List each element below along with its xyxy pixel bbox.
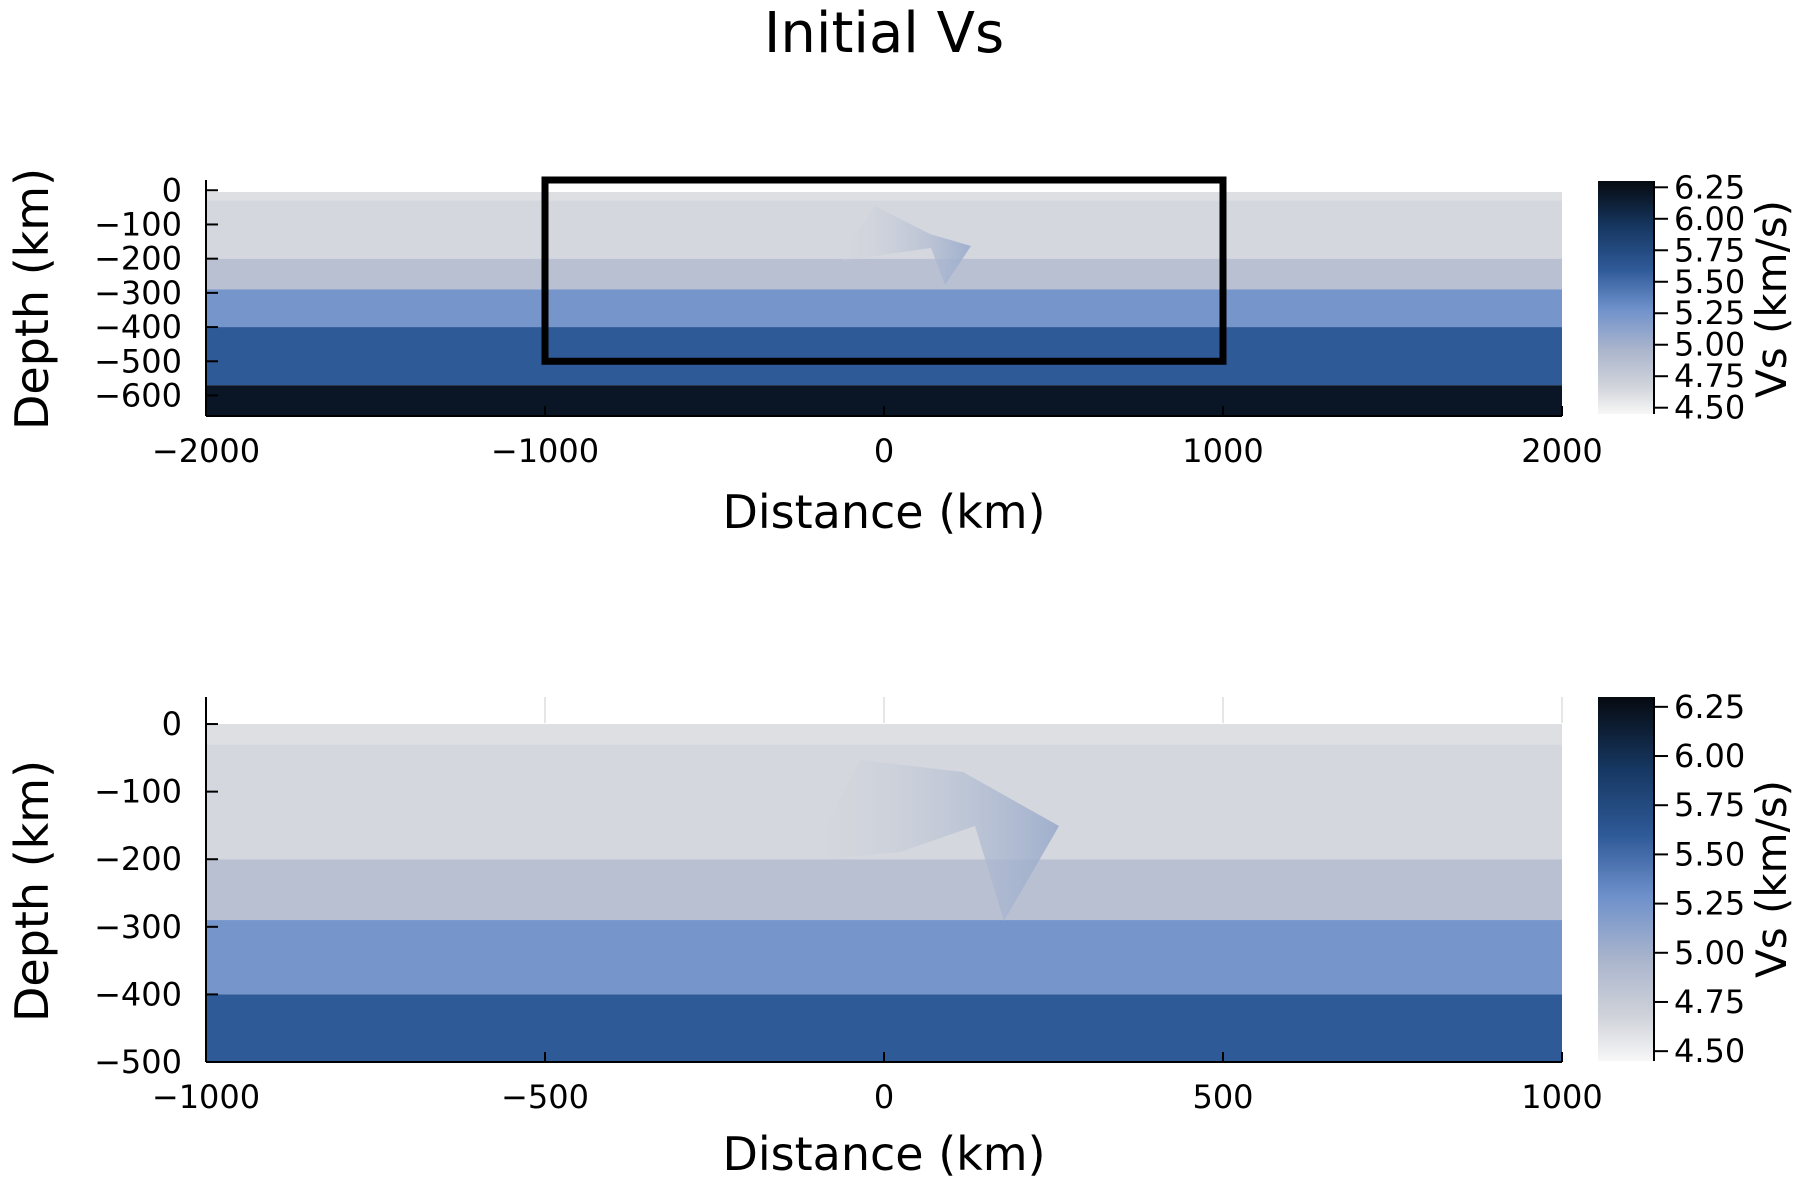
y-tick-label: −100 (94, 205, 182, 243)
y-tick-label: −500 (94, 342, 182, 380)
x-tick-label: −1000 (152, 1078, 260, 1116)
y-tick-label: −300 (94, 908, 182, 946)
x-tick-label: −2000 (152, 432, 260, 470)
grid-lines (205, 697, 1563, 724)
slab-wedge (842, 206, 971, 285)
y-tick-label: −100 (94, 773, 182, 811)
colorbar-tick-label: 5.00 (1674, 326, 1745, 364)
slab-anomaly (842, 206, 971, 285)
colorbar-tick-label: 4.50 (1674, 1032, 1745, 1070)
velocity-layer (206, 920, 1562, 995)
velocity-layer (206, 724, 1562, 745)
colorbar-tick-label: 5.75 (1674, 786, 1745, 824)
velocity-layer (206, 327, 1562, 386)
y-axis-label: Depth (km) (5, 760, 59, 1022)
x-axis-label: Distance (km) (722, 485, 1045, 539)
colorbar-label: Vs (km/s) (1747, 780, 1796, 978)
colorbar-ticks: 6.25 6.00 5.75 5.50 5.25 5.00 4.75 4.50 (1653, 688, 1745, 1070)
panel-1: −2000 −1000 0 1000 20000−100−200−300−400−500… (5, 168, 1796, 539)
y-tick-label: −600 (94, 376, 182, 414)
figure-title: Initial Vs (764, 1, 1004, 66)
slab-wedge (808, 760, 1059, 921)
velocity-layer (206, 289, 1562, 328)
colorbar-tick-label: 4.75 (1674, 357, 1745, 395)
colorbar-tick-label: 5.75 (1674, 231, 1745, 269)
colorbar-tick-label: 6.00 (1674, 200, 1745, 238)
colorbar-tick-label: 5.00 (1674, 934, 1745, 972)
colorbar: 6.25 6.00 5.75 5.50 5.25 5.00 4.75 4.50 Vs (km/… (1598, 688, 1796, 1070)
colorbar-tick-label: 5.50 (1674, 263, 1745, 301)
colorbar-tick-label: 4.50 (1674, 389, 1745, 427)
colorbar: 6.256.005.755.505.255.004.754.50 Vs (km/… (1598, 168, 1796, 427)
colorbar-gradient (1598, 697, 1654, 1061)
colorbar-ticks: 6.256.005.755.505.255.004.754.50 (1653, 168, 1745, 427)
colorbar-tick-label: 6.00 (1674, 737, 1745, 775)
y-tick-label: 0 (162, 705, 182, 743)
x-tick-label: 0 (874, 432, 894, 470)
colorbar-tick-label: 6.25 (1674, 168, 1745, 206)
colorbar-tick-label: 4.75 (1674, 983, 1745, 1021)
colorbar-gradient (1598, 181, 1654, 414)
x-tick-label: 1000 (1521, 1078, 1602, 1116)
slab-anomaly (808, 760, 1059, 921)
x-axis-label: Distance (km) (722, 1127, 1045, 1181)
velocity-layer (206, 258, 1562, 290)
y-tick-label: −300 (94, 274, 182, 312)
axes: −2000 −1000 0 1000 20000−100−200−300−400−500… (94, 171, 1603, 470)
colorbar-tick-label: 5.25 (1674, 294, 1745, 332)
y-tick-label: −200 (94, 840, 182, 878)
colorbar-tick-label: 5.50 (1674, 835, 1745, 873)
velocity-layer (206, 994, 1562, 1062)
y-axis-label: Depth (km) (5, 168, 59, 430)
y-tick-label: −200 (94, 240, 182, 278)
x-tick-label: −500 (501, 1078, 589, 1116)
y-tick-label: −500 (94, 1043, 182, 1081)
colorbar-tick-label: 5.25 (1674, 885, 1745, 923)
zoom-box (541, 176, 1227, 365)
x-tick-label: 2000 (1521, 432, 1602, 470)
velocity-layer (206, 859, 1562, 921)
y-tick-label: −400 (94, 308, 182, 346)
colorbar-tick-label: 6.25 (1674, 688, 1745, 726)
x-tick-label: 0 (874, 1078, 894, 1116)
y-tick-label: 0 (162, 171, 182, 209)
x-tick-label: 500 (1192, 1078, 1253, 1116)
colorbar-label: Vs (km/s) (1747, 200, 1796, 398)
y-tick-label: −400 (94, 975, 182, 1013)
x-tick-label: −1000 (491, 432, 599, 470)
velocity-layer (206, 192, 1562, 201)
x-tick-label: 1000 (1182, 432, 1263, 470)
